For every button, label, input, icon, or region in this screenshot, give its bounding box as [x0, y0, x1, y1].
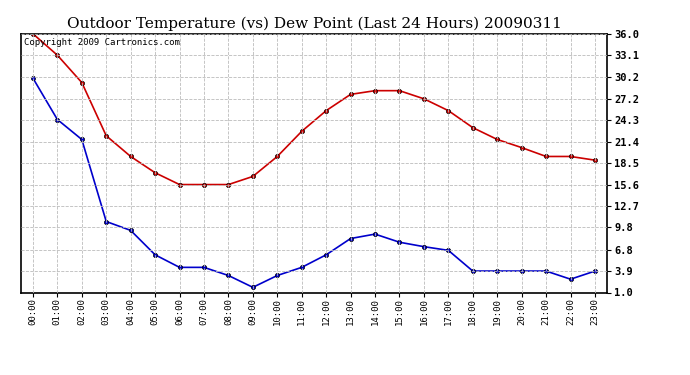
Title: Outdoor Temperature (vs) Dew Point (Last 24 Hours) 20090311: Outdoor Temperature (vs) Dew Point (Last… — [66, 17, 562, 31]
Text: Copyright 2009 Cartronics.com: Copyright 2009 Cartronics.com — [23, 38, 179, 46]
